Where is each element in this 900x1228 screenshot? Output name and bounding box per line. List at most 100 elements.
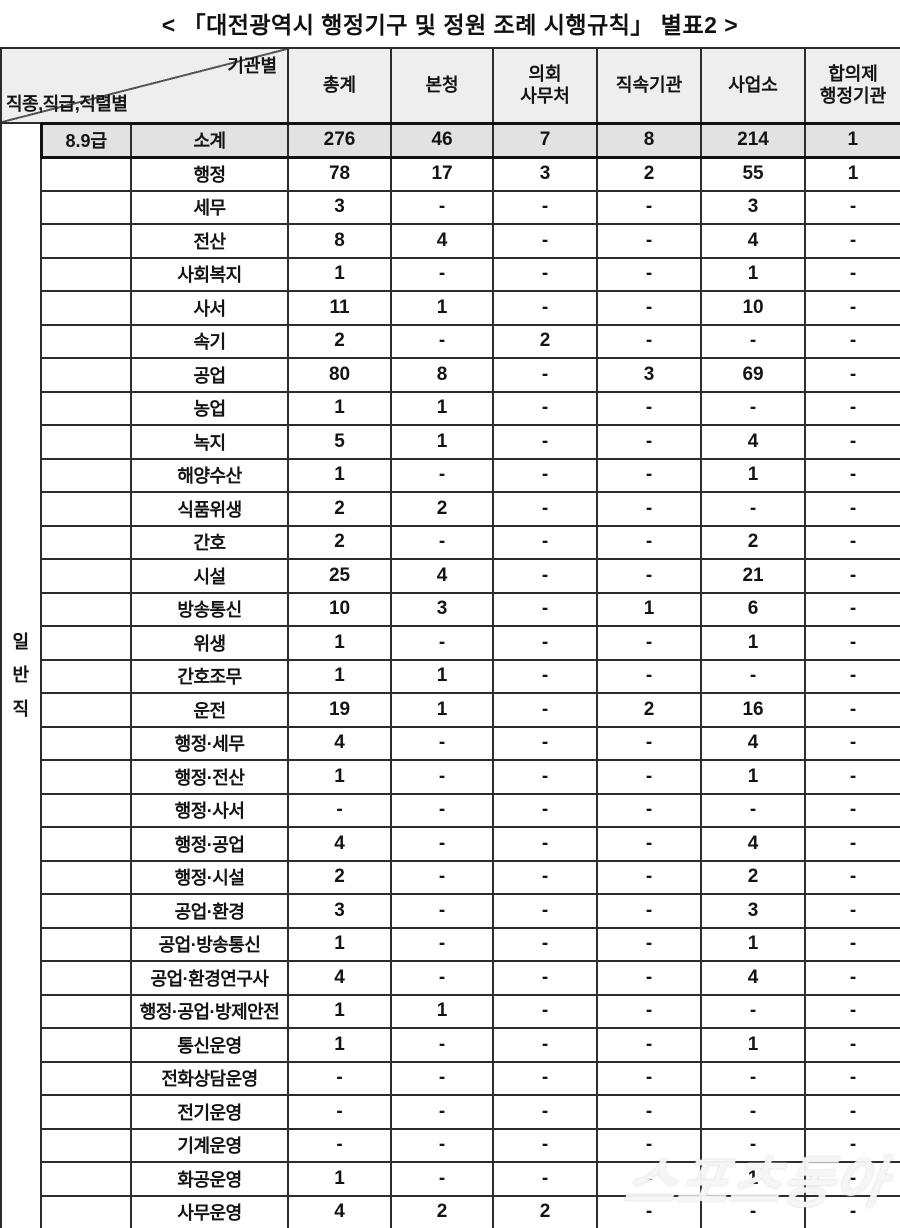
value-cell: - bbox=[596, 960, 703, 996]
table-row: 녹지 5 1- -4- bbox=[1, 424, 900, 460]
column-header-main-office: 본청 bbox=[390, 47, 495, 124]
value-cell: - bbox=[492, 357, 599, 393]
value-cell: 2 bbox=[287, 491, 393, 527]
value-cell: - bbox=[596, 457, 703, 493]
value-cell: 4 bbox=[287, 1194, 393, 1228]
grade-cell bbox=[40, 457, 132, 493]
table-row: 농업 1 1- - - - bbox=[1, 390, 900, 426]
grade-cell bbox=[40, 357, 132, 393]
value-cell: - bbox=[804, 189, 900, 225]
value-cell: - bbox=[700, 323, 807, 359]
value-cell: - bbox=[390, 826, 495, 862]
grade-cell bbox=[40, 1194, 132, 1228]
value-cell: - bbox=[390, 256, 495, 292]
value-cell: - bbox=[492, 390, 599, 426]
job-series-label: 속기 bbox=[129, 323, 290, 359]
value-cell: 2 bbox=[492, 1194, 599, 1228]
table-row: 간호조무 1 1- - - - bbox=[1, 658, 900, 694]
value-cell: 8 bbox=[287, 223, 393, 259]
value-cell: - bbox=[390, 725, 495, 761]
value-cell: 2 bbox=[287, 323, 393, 359]
grade-cell bbox=[40, 658, 132, 694]
value-cell: 1 bbox=[390, 692, 495, 728]
value-cell: 1 bbox=[700, 625, 807, 661]
grade-cell bbox=[40, 323, 132, 359]
value-cell: - bbox=[596, 558, 703, 594]
value-cell: 3 bbox=[700, 189, 807, 225]
value-cell: 1 bbox=[804, 156, 900, 192]
grade-cell bbox=[40, 223, 132, 259]
value-cell: - bbox=[390, 893, 495, 929]
value-cell: 46 bbox=[390, 121, 495, 159]
value-cell: - bbox=[492, 290, 599, 326]
value-cell: 1 bbox=[390, 390, 495, 426]
value-cell: - bbox=[700, 1194, 807, 1228]
table-row: 사무운영 4 2 2- - - bbox=[1, 1194, 900, 1228]
job-series-label: 전기운영 bbox=[129, 1094, 290, 1130]
value-cell: 1 bbox=[700, 926, 807, 962]
value-cell: - bbox=[492, 1161, 599, 1197]
table-row: 행정 78 17 3 2 55 1 bbox=[1, 156, 900, 192]
value-cell: 4 bbox=[700, 424, 807, 460]
value-cell: 1 bbox=[287, 256, 393, 292]
value-cell: - bbox=[804, 826, 900, 862]
value-cell: 1 bbox=[287, 1027, 393, 1063]
subtotal-label: 소계 bbox=[129, 121, 290, 159]
job-series-label: 사회복지 bbox=[129, 256, 290, 292]
job-series-label: 행정 bbox=[129, 156, 290, 192]
value-cell: 2 bbox=[287, 524, 393, 560]
job-series-label: 식품위생 bbox=[129, 491, 290, 527]
value-cell: 4 bbox=[287, 725, 393, 761]
value-cell: - bbox=[804, 457, 900, 493]
value-cell: - bbox=[492, 692, 599, 728]
value-cell: - bbox=[700, 1060, 807, 1096]
header-row: 기관별 직종,직급,직렬별 총계 본청 의회 사무처 직속기관 사업소 합의제 … bbox=[0, 47, 900, 124]
value-cell: - bbox=[804, 558, 900, 594]
grade-cell bbox=[40, 156, 132, 192]
value-cell: 4 bbox=[700, 826, 807, 862]
value-cell: 1 bbox=[390, 424, 495, 460]
value-cell: - bbox=[596, 256, 703, 292]
value-cell: - bbox=[596, 759, 703, 795]
value-cell: 4 bbox=[700, 960, 807, 996]
corner-label-institution: 기관별 bbox=[227, 56, 278, 76]
value-cell: 7 bbox=[492, 121, 599, 159]
table-row: 기계운영 - - - - - - bbox=[1, 1127, 900, 1163]
value-cell: 214 bbox=[700, 121, 807, 159]
value-cell: - bbox=[804, 223, 900, 259]
value-cell: - bbox=[804, 1127, 900, 1163]
job-series-label: 전화상담운영 bbox=[129, 1060, 290, 1096]
table-row: 전기운영 - - - - - - bbox=[1, 1094, 900, 1130]
value-cell: 4 bbox=[700, 223, 807, 259]
value-cell: 78 bbox=[287, 156, 393, 192]
value-cell: - bbox=[390, 1027, 495, 1063]
value-cell: 69 bbox=[700, 357, 807, 393]
value-cell: - bbox=[390, 859, 495, 895]
table-row: 해양수산 1- - -1- bbox=[1, 457, 900, 493]
job-series-label: 행정·세무 bbox=[129, 725, 290, 761]
job-series-label: 기계운영 bbox=[129, 1127, 290, 1163]
value-cell: - bbox=[492, 1060, 599, 1096]
value-cell: - bbox=[804, 1027, 900, 1063]
value-cell: - bbox=[596, 189, 703, 225]
grade-cell bbox=[40, 1127, 132, 1163]
value-cell: - bbox=[287, 1060, 393, 1096]
grade-cell bbox=[40, 692, 132, 728]
value-cell: - bbox=[596, 323, 703, 359]
value-cell: 1 bbox=[287, 658, 393, 694]
value-cell: - bbox=[700, 993, 807, 1029]
value-cell: 2 bbox=[492, 323, 599, 359]
value-cell: - bbox=[492, 893, 599, 929]
value-cell: 4 bbox=[390, 223, 495, 259]
value-cell: - bbox=[804, 792, 900, 828]
value-cell: 2 bbox=[390, 491, 495, 527]
value-cell: 17 bbox=[390, 156, 495, 192]
value-cell: - bbox=[390, 759, 495, 795]
value-cell: - bbox=[492, 457, 599, 493]
value-cell: - bbox=[596, 1094, 703, 1130]
value-cell: 1 bbox=[287, 759, 393, 795]
table-row: 행정·세무 4- - -4- bbox=[1, 725, 900, 761]
table-row: 행정·공업·방제안전 1 1- - - - bbox=[1, 993, 900, 1029]
table-row: 행정·사서 - - - - - - bbox=[1, 792, 900, 828]
grade-cell bbox=[40, 926, 132, 962]
